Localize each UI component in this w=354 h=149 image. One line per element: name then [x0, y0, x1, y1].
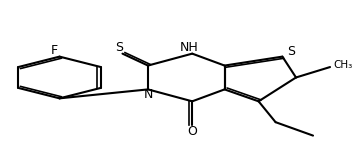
Text: CH₃: CH₃ — [333, 60, 353, 70]
Text: S: S — [115, 41, 123, 54]
Text: S: S — [287, 45, 295, 58]
Text: O: O — [187, 125, 197, 138]
Text: NH: NH — [179, 41, 198, 54]
Text: F: F — [51, 44, 58, 57]
Text: N: N — [143, 88, 153, 101]
